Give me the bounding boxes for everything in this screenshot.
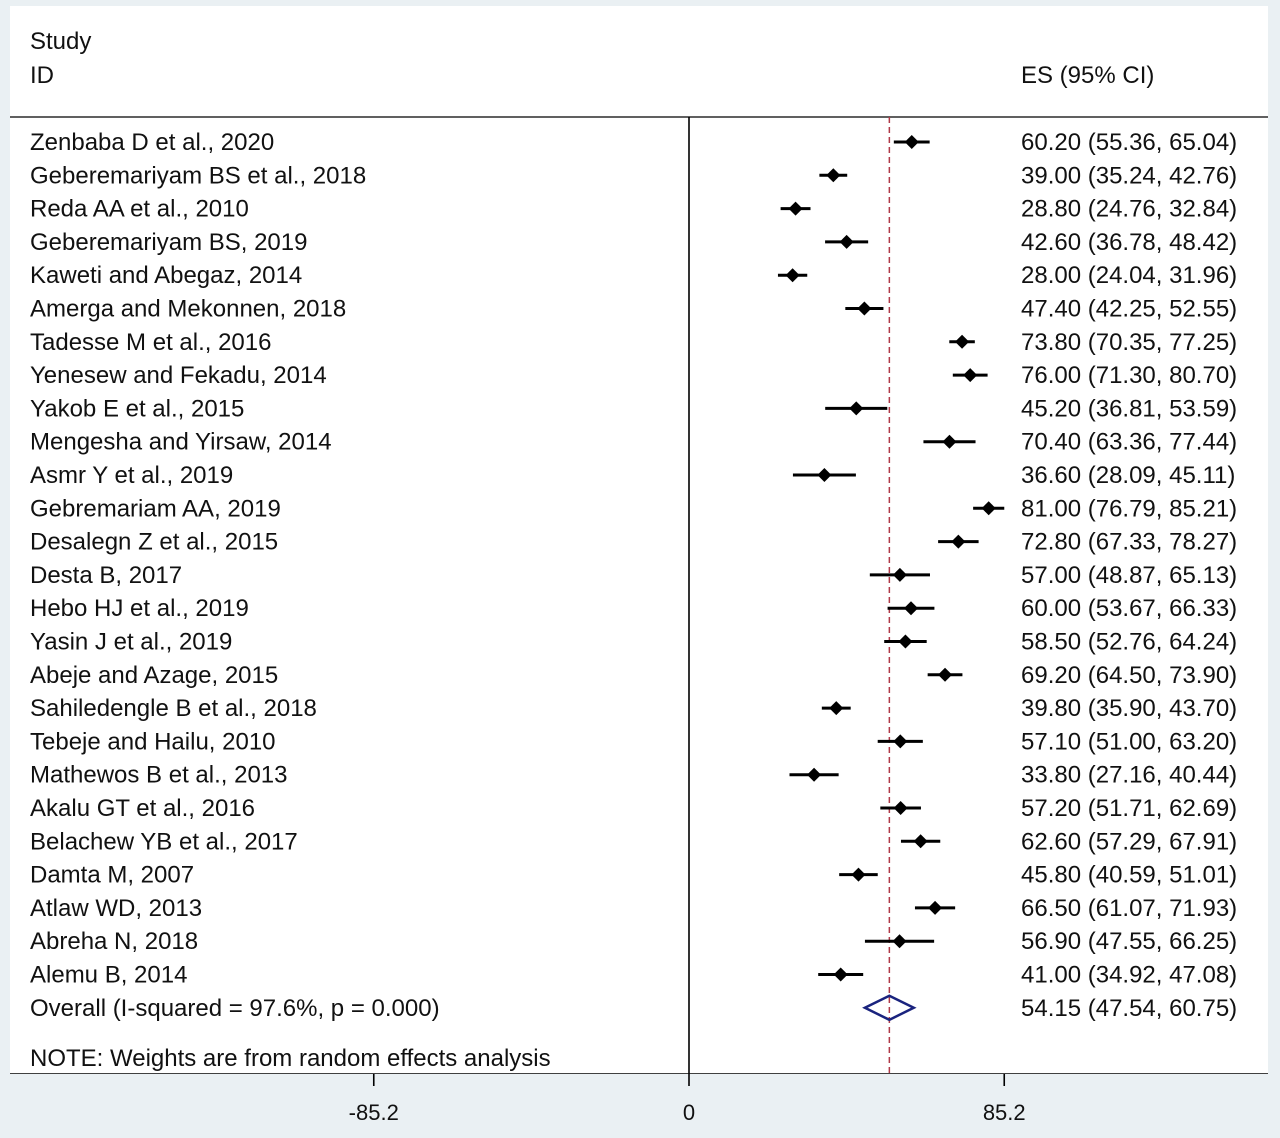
es-header: ES (95% CI) xyxy=(1021,62,1155,89)
study-es-text: 45.20 (36.81, 53.59) xyxy=(1021,395,1237,422)
overall-es-text: 54.15 (47.54, 60.75) xyxy=(1021,995,1237,1022)
effect-diamond-marker xyxy=(951,534,966,549)
study-label: Damta M, 2007 xyxy=(30,862,194,889)
study-es-text: 33.80 (27.16, 40.44) xyxy=(1021,762,1237,789)
study-label: Geberemariyam BS, 2019 xyxy=(30,229,307,256)
study-es-text: 41.00 (34.92, 47.08) xyxy=(1021,962,1237,989)
effect-diamond-marker xyxy=(807,767,822,782)
effect-diamond-marker xyxy=(942,434,957,449)
study-es-text: 66.50 (61.07, 71.93) xyxy=(1021,895,1237,922)
study-es-text: 57.20 (51.71, 62.69) xyxy=(1021,795,1237,822)
effect-diamond-marker xyxy=(928,900,943,915)
effect-diamond-marker xyxy=(817,468,832,482)
study-label: Geberemariyam BS et al., 2018 xyxy=(30,162,366,189)
study-es-text: 47.40 (42.25, 52.55) xyxy=(1021,296,1237,323)
study-es-text: 81.00 (76.79, 85.21) xyxy=(1021,495,1237,522)
study-es-text: 39.80 (35.90, 43.70) xyxy=(1021,695,1237,722)
study-label: Belachew YB et al., 2017 xyxy=(30,828,298,855)
study-label: Hebo HJ et al., 2019 xyxy=(30,595,249,622)
study-es-text: 28.00 (24.04, 31.96) xyxy=(1021,262,1237,289)
study-label: Sahiledengle B et al., 2018 xyxy=(30,695,317,722)
study-es-text: 62.60 (57.29, 67.91) xyxy=(1021,828,1237,855)
effect-diamond-marker xyxy=(892,934,907,949)
effect-diamond-marker xyxy=(788,201,803,216)
x-tick-label: -85.2 xyxy=(349,1100,399,1125)
effect-diamond-marker xyxy=(893,801,908,815)
note-text: NOTE: Weights are from random effects an… xyxy=(30,1045,551,1072)
study-label: Atlaw WD, 2013 xyxy=(30,895,202,922)
study-es-text: 76.00 (71.30, 80.70) xyxy=(1021,362,1237,389)
effect-diamond-marker xyxy=(963,368,978,383)
study-label: Tadesse M et al., 2016 xyxy=(30,329,271,356)
study-label: Mathewos B et al., 2013 xyxy=(30,762,287,789)
study-label: Desalegn Z et al., 2015 xyxy=(30,529,278,556)
study-es-text: 28.80 (24.76, 32.84) xyxy=(1021,196,1237,223)
effect-diamond-marker xyxy=(981,501,996,516)
study-label: Akalu GT et al., 2016 xyxy=(30,795,255,822)
effect-diamond-marker xyxy=(849,401,864,416)
study-label: Reda AA et al., 2010 xyxy=(30,196,249,223)
study-es-text: 39.00 (35.24, 42.76) xyxy=(1021,162,1237,189)
study-es-text: 57.10 (51.00, 63.20) xyxy=(1021,728,1237,755)
effect-diamond-marker xyxy=(892,567,907,582)
x-tick-label: 85.2 xyxy=(983,1100,1026,1125)
plot-frame: Study ID ES (95% CI) Zenbaba D et al., 2… xyxy=(10,6,1268,1074)
effect-diamond-marker xyxy=(913,834,928,849)
study-label: Mengesha and Yirsaw, 2014 xyxy=(30,429,332,456)
study-label: Abeje and Azage, 2015 xyxy=(30,662,278,689)
study-es-text: 56.90 (47.55, 66.25) xyxy=(1021,928,1237,955)
study-label: Yenesew and Fekadu, 2014 xyxy=(30,362,327,389)
effect-diamond-marker xyxy=(826,168,841,183)
effect-diamond-marker xyxy=(851,867,866,882)
study-es-text: 72.80 (67.33, 78.27) xyxy=(1021,529,1237,556)
effect-diamond-marker xyxy=(839,234,854,249)
id-header: ID xyxy=(30,62,54,89)
study-es-text: 58.50 (52.76, 64.24) xyxy=(1021,629,1237,656)
effect-diamond-marker xyxy=(955,334,970,349)
overall-diamond xyxy=(862,994,917,1022)
study-label: Tebeje and Hailu, 2010 xyxy=(30,728,276,755)
x-tick-label: 0 xyxy=(683,1100,695,1125)
study-label: Gebremariam AA, 2019 xyxy=(30,495,281,522)
study-es-text: 60.00 (53.67, 66.33) xyxy=(1021,595,1237,622)
study-label: Alemu B, 2014 xyxy=(30,962,187,989)
study-label: Asmr Y et al., 2019 xyxy=(30,462,233,489)
study-es-text: 69.20 (64.50, 73.90) xyxy=(1021,662,1237,689)
effect-diamond-marker xyxy=(785,268,800,283)
effect-diamond-marker xyxy=(938,667,953,682)
study-es-text: 36.60 (28.09, 45.11) xyxy=(1021,462,1235,489)
effect-diamond-marker xyxy=(898,634,913,649)
effect-diamond-marker xyxy=(833,967,848,982)
study-label: Desta B, 2017 xyxy=(30,562,182,589)
study-header: Study xyxy=(30,28,92,55)
effect-diamond-marker xyxy=(857,301,872,316)
overall-label: Overall (I-squared = 97.6%, p = 0.000) xyxy=(30,995,440,1022)
effect-diamond-marker xyxy=(829,701,844,716)
study-label: Zenbaba D et al., 2020 xyxy=(30,129,274,156)
study-label: Yakob E et al., 2015 xyxy=(30,395,244,422)
study-label: Yasin J et al., 2019 xyxy=(30,629,232,656)
study-es-text: 42.60 (36.78, 48.42) xyxy=(1021,229,1237,256)
effect-diamond-marker xyxy=(904,135,919,149)
forest-plot: Zenbaba D et al., 2020 60.20 (55.36, 65.0… xyxy=(10,116,1268,1074)
study-es-text: 70.40 (63.36, 77.44) xyxy=(1021,429,1237,456)
effect-diamond-marker xyxy=(893,734,908,749)
study-label: Amerga and Mekonnen, 2018 xyxy=(30,296,346,323)
study-es-text: 60.20 (55.36, 65.04) xyxy=(1021,129,1237,156)
effect-diamond-marker xyxy=(904,601,918,616)
study-label: Kaweti and Abegaz, 2014 xyxy=(30,262,302,289)
study-es-text: 57.00 (48.87, 65.13) xyxy=(1021,562,1237,589)
study-es-text: 73.80 (70.35, 77.25) xyxy=(1021,329,1237,356)
study-label: Abreha N, 2018 xyxy=(30,928,198,955)
study-es-text: 45.80 (40.59, 51.01) xyxy=(1021,862,1237,889)
